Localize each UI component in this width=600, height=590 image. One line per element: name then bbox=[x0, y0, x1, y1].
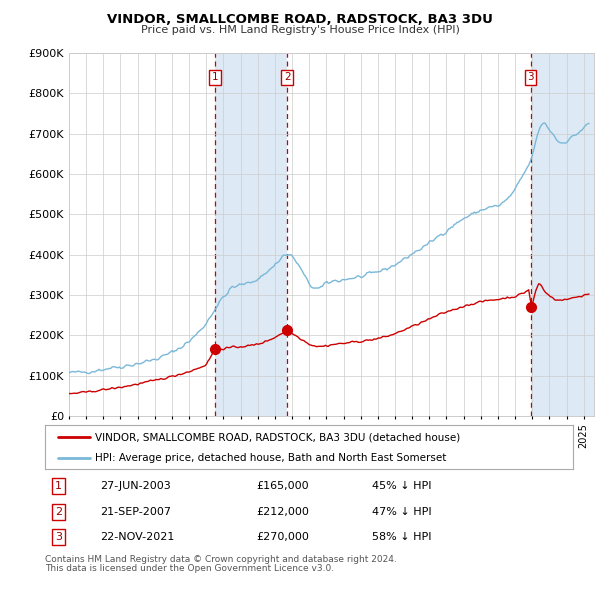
Text: 2: 2 bbox=[55, 507, 62, 517]
Text: HPI: Average price, detached house, Bath and North East Somerset: HPI: Average price, detached house, Bath… bbox=[95, 453, 446, 463]
Text: £270,000: £270,000 bbox=[256, 532, 309, 542]
Text: Price paid vs. HM Land Registry's House Price Index (HPI): Price paid vs. HM Land Registry's House … bbox=[140, 25, 460, 35]
Text: 2: 2 bbox=[284, 73, 290, 82]
Text: 22-NOV-2021: 22-NOV-2021 bbox=[100, 532, 175, 542]
Text: 27-JUN-2003: 27-JUN-2003 bbox=[100, 481, 171, 491]
Text: 3: 3 bbox=[55, 532, 62, 542]
Text: 45% ↓ HPI: 45% ↓ HPI bbox=[373, 481, 432, 491]
Text: This data is licensed under the Open Government Licence v3.0.: This data is licensed under the Open Gov… bbox=[45, 564, 334, 573]
Text: 58% ↓ HPI: 58% ↓ HPI bbox=[373, 532, 432, 542]
Text: £165,000: £165,000 bbox=[256, 481, 309, 491]
Text: 47% ↓ HPI: 47% ↓ HPI bbox=[373, 507, 432, 517]
Text: £212,000: £212,000 bbox=[256, 507, 309, 517]
Text: 1: 1 bbox=[211, 73, 218, 82]
Bar bbox=[530, 53, 598, 416]
Text: VINDOR, SMALLCOMBE ROAD, RADSTOCK, BA3 3DU (detached house): VINDOR, SMALLCOMBE ROAD, RADSTOCK, BA3 3… bbox=[95, 432, 460, 442]
Text: VINDOR, SMALLCOMBE ROAD, RADSTOCK, BA3 3DU: VINDOR, SMALLCOMBE ROAD, RADSTOCK, BA3 3… bbox=[107, 13, 493, 26]
Text: 3: 3 bbox=[527, 73, 534, 82]
Text: Contains HM Land Registry data © Crown copyright and database right 2024.: Contains HM Land Registry data © Crown c… bbox=[45, 555, 397, 563]
Text: 1: 1 bbox=[55, 481, 62, 491]
Text: 21-SEP-2007: 21-SEP-2007 bbox=[100, 507, 172, 517]
Bar bbox=[215, 53, 287, 416]
